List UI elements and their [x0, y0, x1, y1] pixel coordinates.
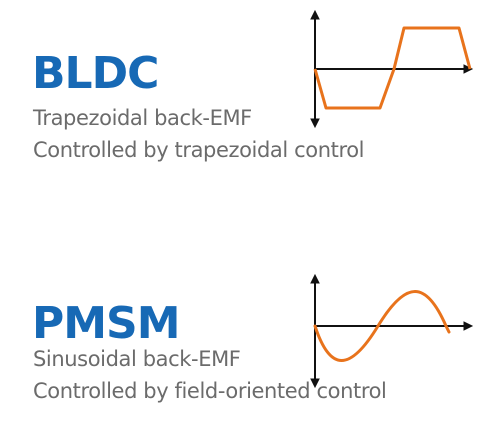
trapezoidal-wave-line [313, 26, 472, 110]
sinusoidal-waveform-diagram [310, 273, 474, 389]
bldc-description-control: Controlled by trapezoidal control [33, 138, 365, 162]
horizontal-axis-arrow [463, 321, 474, 331]
trapezoidal-waveform-diagram [310, 9, 474, 129]
axes [310, 273, 474, 389]
pmsm-description-control: Controlled by field-oriented control [33, 379, 387, 403]
pmsm-title: PMSM [32, 298, 181, 349]
bldc-description-backemf: Trapezoidal back-EMF [33, 106, 252, 130]
pmsm-description-backemf: Sinusoidal back-EMF [33, 347, 241, 371]
pmsm-section: PMSM Sinusoidal back-EMF Controlled by f… [0, 230, 492, 437]
vertical-axis-arrow-down [310, 118, 320, 129]
vertical-axis-arrow-up [310, 273, 320, 284]
vertical-axis-arrow-up [310, 9, 320, 20]
vertical-axis-arrow-down [310, 378, 320, 389]
sinusoidal-wave [313, 290, 451, 362]
bldc-section: BLDC Trapezoidal back-EMF Controlled by … [0, 0, 492, 200]
bldc-title: BLDC [32, 48, 159, 99]
